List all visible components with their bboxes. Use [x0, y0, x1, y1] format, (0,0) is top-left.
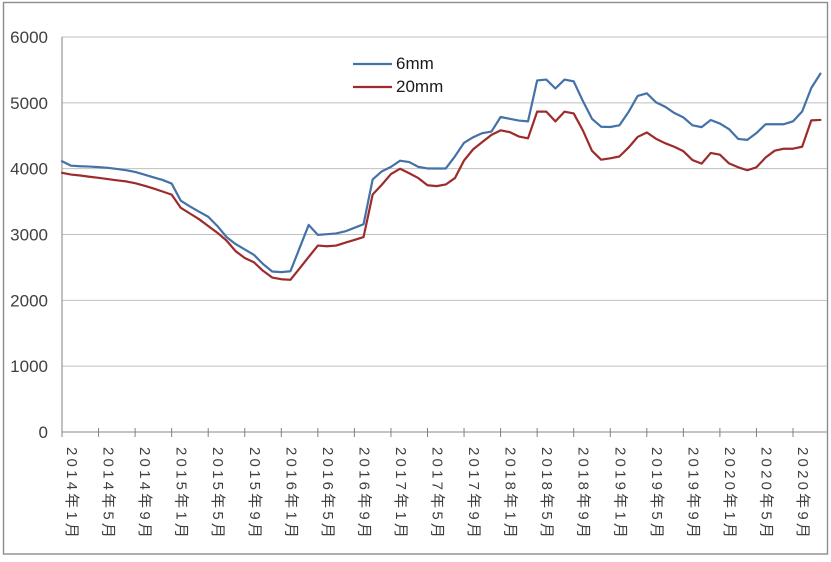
svg-text:2015年5月: 2015年5月	[209, 447, 226, 541]
svg-text:2018年5月: 2018年5月	[538, 447, 555, 541]
svg-text:6mm: 6mm	[396, 54, 434, 73]
svg-text:1000: 1000	[10, 357, 48, 376]
svg-text:20mm: 20mm	[396, 77, 443, 96]
svg-text:6000: 6000	[10, 28, 48, 47]
svg-text:2019年5月: 2019年5月	[648, 447, 665, 541]
svg-text:2017年9月: 2017年9月	[465, 447, 482, 541]
svg-text:2016年1月: 2016年1月	[282, 447, 299, 541]
svg-text:4000: 4000	[10, 160, 48, 179]
svg-text:3000: 3000	[10, 226, 48, 245]
svg-text:2017年1月: 2017年1月	[392, 447, 409, 541]
svg-text:2016年5月: 2016年5月	[319, 447, 336, 541]
svg-text:2014年1月: 2014年1月	[63, 447, 80, 541]
svg-text:2018年9月: 2018年9月	[575, 447, 592, 541]
svg-text:0: 0	[39, 423, 48, 442]
svg-text:2014年5月: 2014年5月	[100, 447, 117, 541]
svg-text:2020年5月: 2020年5月	[757, 447, 774, 541]
svg-text:2020年1月: 2020年1月	[721, 447, 738, 541]
svg-text:2018年1月: 2018年1月	[502, 447, 519, 541]
svg-text:2019年9月: 2019年9月	[684, 447, 701, 541]
svg-text:2019年1月: 2019年1月	[611, 447, 628, 541]
svg-text:2000: 2000	[10, 291, 48, 310]
svg-text:5000: 5000	[10, 94, 48, 113]
svg-text:2020年9月: 2020年9月	[794, 447, 811, 541]
svg-text:2014年9月: 2014年9月	[136, 447, 153, 541]
svg-text:2015年1月: 2015年1月	[173, 447, 190, 541]
svg-text:2017年5月: 2017年5月	[429, 447, 446, 541]
svg-text:2016年9月: 2016年9月	[355, 447, 372, 541]
svg-text:2015年9月: 2015年9月	[246, 447, 263, 541]
